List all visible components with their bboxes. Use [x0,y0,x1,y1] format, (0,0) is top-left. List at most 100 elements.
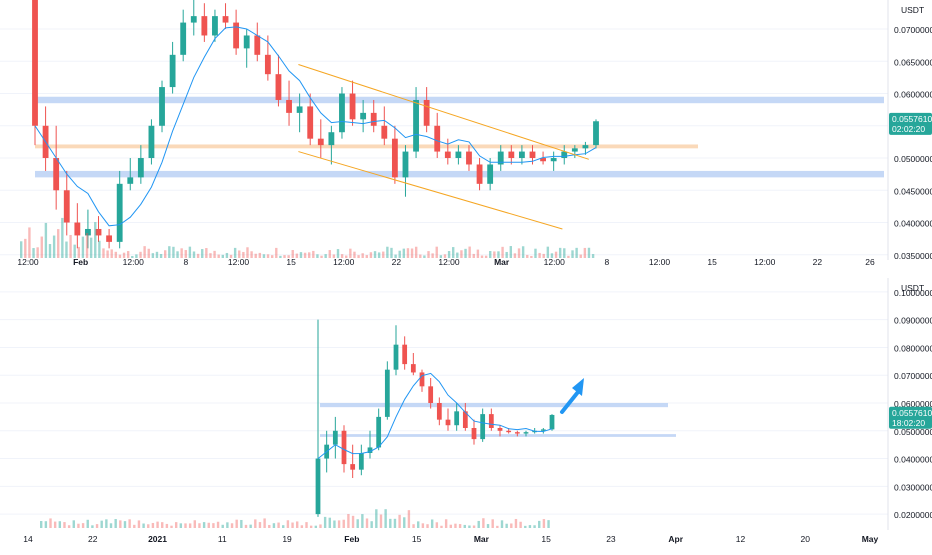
volume-bar [174,522,178,528]
volume-bar [270,255,274,258]
candle-body [95,228,102,236]
candle-body [296,106,303,113]
volume-bar [179,523,183,528]
x-tick-label: 2021 [148,534,167,544]
volume-bar [49,518,52,528]
volume-bar [266,254,270,258]
candle-body [212,16,218,36]
volume-bar [221,524,224,528]
volume-bar [24,238,27,258]
x-tick-label: 12:00 [17,257,39,267]
volume-bar [347,514,350,528]
candle-body [413,99,419,152]
volume-bar [587,247,591,258]
volume-bar [357,255,360,258]
volume-bar [143,246,146,258]
volume-bar [406,248,410,258]
volume-bar [226,522,229,528]
volume-bar [242,251,245,258]
y-tick-label: 0.0700000 [894,371,932,381]
volume-bar [497,251,500,258]
volume-bar [365,518,369,528]
volume-bar [268,524,271,528]
volume-bar [468,525,471,528]
volume-bar [258,252,262,258]
candle-body [540,158,546,162]
volume-bar [235,519,238,528]
volume-bar [296,521,299,528]
x-tick-label: 15 [286,257,296,267]
candle-body [523,432,529,434]
volume-bar [184,250,187,258]
candle-body [462,411,468,428]
volume-bar [458,524,462,528]
volume-bar [77,246,80,258]
volume-bar [300,525,304,528]
candle-body [370,112,377,126]
x-tick-label: 12:00 [123,257,145,267]
candle-body [106,235,113,242]
volume-bar [324,254,327,258]
volume-bar [486,524,490,528]
volume-bar [423,255,426,258]
x-tick-label: 20 [800,534,810,544]
y-tick-label: 0.0350000 [894,251,932,261]
candle-body [540,429,546,431]
countdown-label: 02:02:20 [892,124,925,134]
candle-body [222,16,229,23]
volume-bar [440,525,443,528]
volume-bar [131,255,134,258]
candle-body [315,458,321,515]
volume-bar [102,248,105,258]
volume-bar [277,522,280,528]
x-tick-label: 12:00 [228,257,250,267]
volume-bar [44,222,48,258]
candle-body [428,386,434,403]
x-tick-label: Mar [474,534,490,544]
volume-bar [417,521,420,528]
volume-bar [309,525,313,528]
forecast-arrow-head [572,378,584,396]
volume-bar [212,523,215,528]
volume-bar [509,246,512,258]
x-tick-label: Apr [668,534,683,544]
volume-bar [81,236,85,258]
volume-bar [303,252,307,258]
volume-bar [77,523,80,528]
x-tick-label: May [862,534,879,544]
candle-body [488,414,494,428]
volume-bar [207,522,210,528]
volume-bar [345,255,348,258]
x-tick-label: 12:00 [333,257,355,267]
x-tick-label: 8 [605,257,610,267]
volume-bar [496,525,499,528]
x-tick-label: 14 [23,534,33,544]
volume-bar [114,519,117,528]
volume-bar [188,523,192,528]
volume-bar [435,522,439,528]
volume-bar [361,514,364,528]
candle-body [550,158,557,162]
x-tick-label: 19 [282,534,292,544]
y-tick-label: 0.0200000 [894,510,932,520]
x-tick-label: 11 [218,534,227,544]
y-tick-label: 0.0800000 [894,343,932,353]
volume-bar [340,254,344,258]
x-tick-label: 12:00 [544,257,566,267]
volume-bar [196,253,200,258]
volume-bar [100,520,103,528]
volume-bar [262,254,266,258]
volume-bar [444,519,448,528]
volume-bar [122,252,126,258]
candle-body [376,416,382,448]
volume-bar [407,510,411,528]
x-tick-label: 12 [736,534,746,544]
volume-bar [476,249,480,258]
volume-bar [61,217,64,258]
resistance-zone [35,170,884,178]
candle-body [434,125,441,152]
volume-bar [180,248,183,258]
volume-bar [412,524,415,528]
y-tick-label: 0.0500000 [894,154,932,164]
candle-body [391,138,398,178]
